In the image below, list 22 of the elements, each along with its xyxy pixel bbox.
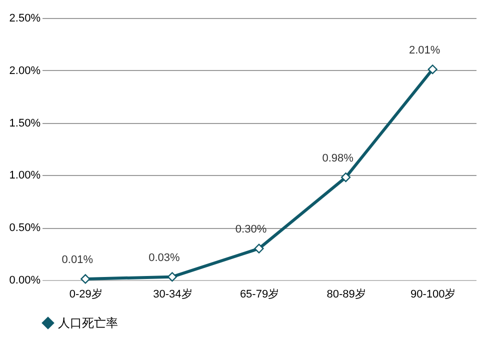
point [167,272,177,282]
data-label: 0.30% [235,224,267,236]
x-tick-label: 0-29岁 [69,288,102,300]
x-tick-label: 30-34岁 [153,288,192,300]
data-label: 2.01% [409,44,440,56]
y-tick-label: 1.00% [9,170,41,182]
data-label: 0.98% [322,152,354,164]
point [341,172,351,182]
y-tick-label: 0.00% [9,274,41,286]
data-label: 0.03% [148,252,180,264]
x-tick-label: 65-79岁 [240,288,280,300]
x-tick-label: 80-89岁 [326,288,366,300]
point [254,244,264,254]
y-tick-label: 0.50% [9,222,41,234]
y-tick-label: 2.50% [9,12,41,24]
point [80,274,90,284]
data-label: 0.01% [62,254,94,266]
y-tick-label: 2.00% [9,64,41,77]
y-tick-label: 1.50% [9,117,41,130]
point [428,64,438,74]
x-tick-label: 90-100岁 [410,288,456,300]
legend-label: 人口死亡率 [58,316,118,330]
